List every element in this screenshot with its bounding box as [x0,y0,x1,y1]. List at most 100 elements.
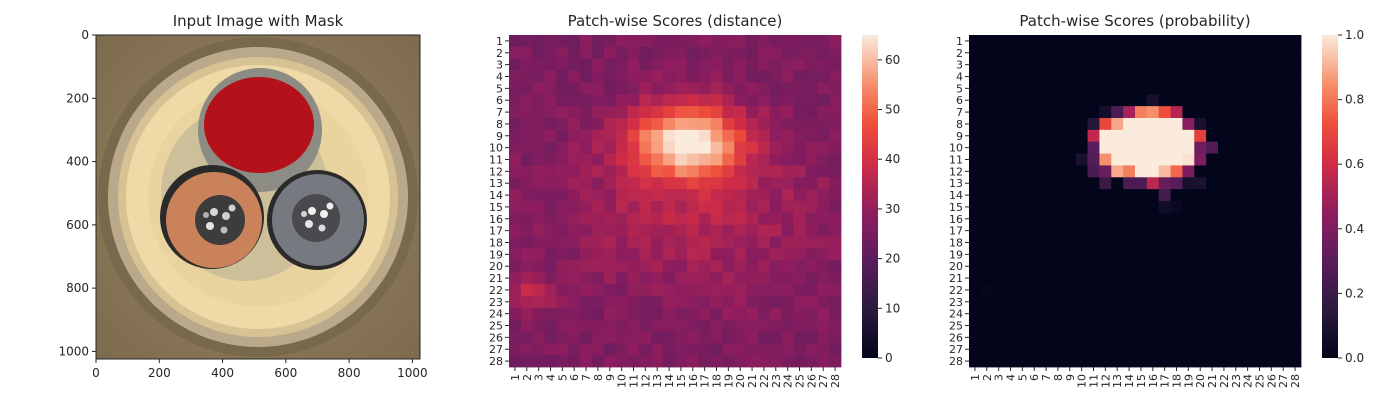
probability-cell [1265,46,1278,60]
probability-cell [1289,284,1302,297]
distance-cell [603,165,617,178]
distance-cell [793,46,806,60]
distance-cell [627,307,640,320]
probability-cell [1099,248,1112,261]
probability-cell [1075,295,1088,309]
probability-cell [1075,236,1088,249]
distance-cell [829,212,842,226]
distance-cell [710,82,723,95]
probability-cell [1253,260,1266,273]
distance-cell [592,129,605,143]
probability-cell [1253,106,1266,119]
probability-cell [1087,307,1100,320]
distance-cell [520,284,534,297]
distance-cell [805,46,818,60]
probability-cell [1099,177,1112,190]
probability-cell [1123,236,1136,249]
distance-cell [639,82,652,95]
distance-cell [781,82,794,95]
distance-cell [710,153,723,166]
probability-cell [1099,94,1112,107]
probability-cell [1265,236,1278,249]
distance-cell [509,153,522,166]
ytick-label: 7 [956,106,963,119]
distance-cell [734,35,747,48]
distance-cell [615,212,628,226]
distance-cell [710,355,723,368]
distance-cell [746,319,759,332]
probability-cell [969,236,982,249]
probability-cell [1289,260,1302,273]
probability-cell [1028,58,1041,71]
distance-cell [627,201,640,214]
distance-cell [698,165,711,178]
distance-cell [686,295,700,309]
distance-cell [520,129,534,143]
distance-cell [509,284,522,297]
probability-cell [980,331,994,344]
probability-cell [1229,35,1243,48]
distance-cell [817,94,830,107]
probability-cell [1218,129,1231,143]
distance-cell [544,224,557,237]
image-ytick-label: 0 [81,28,89,42]
distance-cell [532,307,545,320]
distance-cell [603,295,617,309]
distance-cell [758,58,771,71]
distance-cell [592,201,605,214]
probability-cell [1218,307,1231,320]
distance-cell [746,46,759,60]
xtick-label: 9 [1064,374,1077,381]
image-xtick-label: 800 [338,366,361,380]
distance-cell [568,224,581,237]
probability-cell [1170,355,1183,368]
distance-cell [734,260,747,273]
probability-cell [1194,46,1207,60]
probability-cell [1111,82,1124,95]
probability-cell [1218,201,1231,214]
distance-cell [639,153,652,166]
probability-cell [1206,355,1219,368]
probability-cell [1277,177,1290,190]
probability-cell [1028,248,1041,261]
distance-cell [722,46,735,60]
distance-cell [817,201,830,214]
distance-cell [686,70,700,83]
xtick-label: 21 [746,374,759,388]
distance-cell [663,307,676,320]
distance-cell [710,141,723,154]
probability-cell [1277,212,1290,226]
distance-cell [698,272,711,285]
probability-cell [1040,94,1053,107]
probability-cell [992,165,1005,178]
distance-cell [580,343,593,356]
distance-cell [580,212,593,226]
distance-cell [556,343,569,356]
distance-cell [580,236,593,249]
distance-cell [829,82,842,95]
probability-cell [1052,129,1065,143]
distance-cell [734,307,747,320]
probability-cell [992,331,1005,344]
distance-cell [698,248,711,261]
probability-cell [1277,118,1290,131]
probability-cell [1111,272,1124,285]
probability-cell [1040,331,1053,344]
probability-cell [1265,129,1278,143]
probability-cell [1123,189,1136,202]
distance-cell [568,82,581,95]
distance-cell [805,248,818,261]
distance-cell [639,201,652,214]
probability-cell [1277,284,1290,297]
distance-cell [568,94,581,107]
distance-cell [544,141,557,154]
distance-cell [793,272,806,285]
distance-cell [793,35,806,48]
probability-cell [1206,295,1219,309]
probability-cell [1218,331,1231,344]
distance-cell [615,177,628,190]
distance-cell [746,177,759,190]
distance-cell [675,129,688,143]
probability-cell [1253,165,1266,178]
probability-heatmap-ticks: 1122334455667788991010111112121313141415… [949,35,1302,388]
